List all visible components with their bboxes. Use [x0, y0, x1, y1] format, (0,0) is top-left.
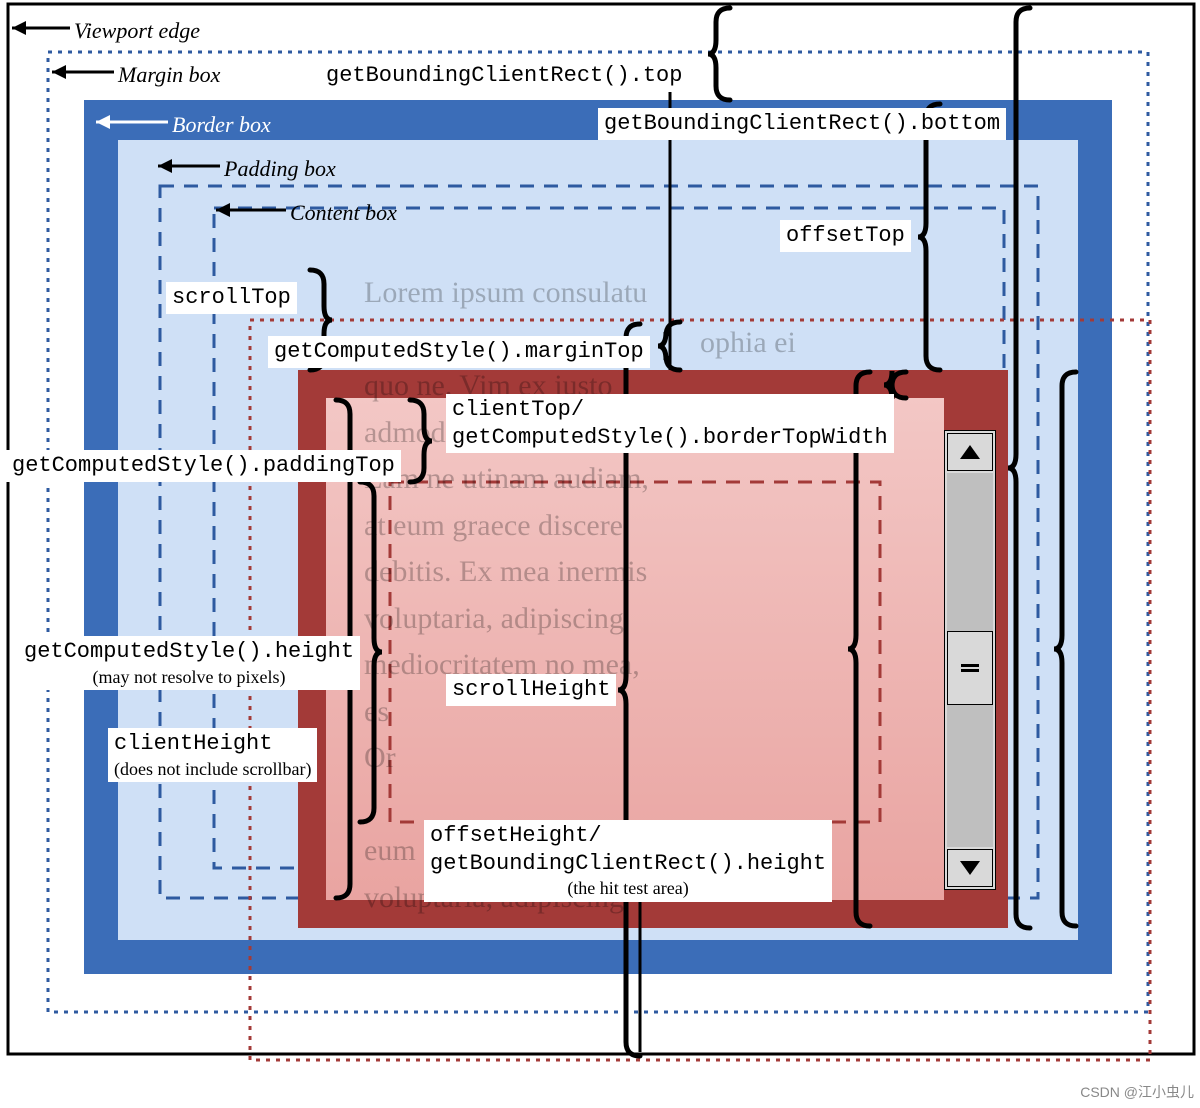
margin-top-label: getComputedStyle().marginTop [268, 336, 650, 368]
client-height-line1: clientHeight [114, 731, 272, 756]
content-box-label: Content box [290, 200, 397, 226]
viewport-edge-label: Viewport edge [74, 18, 200, 44]
client-top-line2: getComputedStyle().borderTopWidth [452, 424, 888, 452]
get-bounding-client-rect-bottom-label: getBoundingClientRect().bottom [598, 108, 1006, 140]
offset-top-label: offsetTop [780, 220, 911, 252]
scrollbar[interactable] [944, 430, 996, 890]
get-bounding-client-rect-top-label: getBoundingClientRect().top [320, 60, 688, 92]
computed-height-line2: (may not resolve to pixels) [24, 666, 354, 689]
client-height-line2: (does not include scrollbar) [114, 758, 311, 781]
computed-height-label: getComputedStyle().height (may not resol… [18, 636, 360, 690]
scrollbar-grip-icon [961, 662, 979, 674]
scroll-top-label: scrollTop [166, 282, 297, 314]
offset-height-line3: (the hit test area) [430, 877, 826, 900]
scrollbar-up-button[interactable] [947, 433, 993, 471]
margin-box-label: Margin box [118, 62, 220, 88]
scrollbar-down-button[interactable] [947, 849, 993, 887]
client-top-line1: clientTop/ [452, 397, 584, 422]
chevron-down-icon [960, 861, 980, 875]
scrollbar-thumb[interactable] [947, 631, 993, 705]
offset-height-line2: getBoundingClientRect().height [430, 850, 826, 878]
border-box-label: Border box [172, 112, 271, 138]
padding-top-label: getComputedStyle().paddingTop [6, 450, 401, 482]
watermark: CSDN @江小虫儿 [1080, 1082, 1194, 1102]
client-height-label: clientHeight (does not include scrollbar… [108, 728, 317, 782]
client-top-label: clientTop/ getComputedStyle().borderTopW… [446, 394, 894, 453]
offset-height-line1: offsetHeight/ [430, 823, 602, 848]
scroll-height-label: scrollHeight [446, 674, 616, 706]
padding-box-label: Padding box [224, 156, 336, 182]
chevron-up-icon [960, 445, 980, 459]
computed-height-line1: getComputedStyle().height [24, 639, 354, 664]
lorem-text-inset: ophia ei [700, 320, 796, 367]
offset-height-label: offsetHeight/ getBoundingClientRect().he… [424, 820, 832, 902]
